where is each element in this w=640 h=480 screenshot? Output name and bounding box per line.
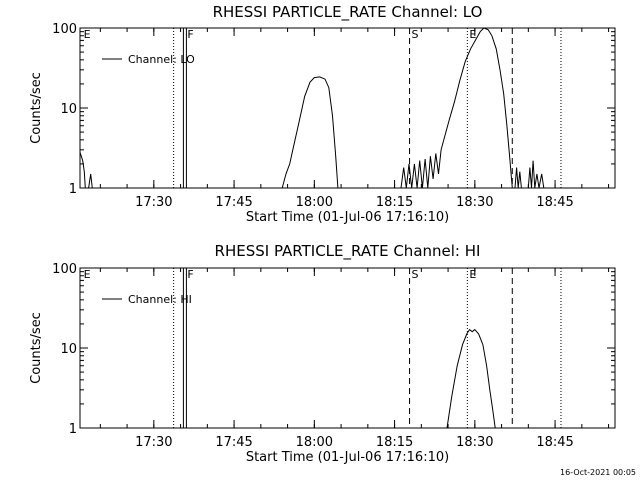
series-line-segment [281, 76, 339, 189]
panel-channel-lo: RHESSI PARTICLE_RATE Channel: LO 1 10 100 17… [29, 3, 616, 225]
x-tick-label: 18:30 [456, 435, 493, 450]
marker-label: F [187, 28, 193, 41]
y-axis-label: Counts/sec [29, 72, 44, 144]
x-tick-label: 18:15 [376, 435, 413, 450]
legend-label: Channel: HI [128, 293, 192, 306]
x-tick-label: 18:45 [536, 195, 573, 210]
x-tick-label: 18:00 [296, 435, 333, 450]
chart-title: RHESSI PARTICLE_RATE Channel: LO [213, 3, 483, 22]
marker-label: E [84, 28, 91, 41]
chart-title: RHESSI PARTICLE_RATE Channel: HI [215, 242, 481, 261]
x-axis-label: Start Time (01-Jul-06 17:16:10) [246, 450, 449, 465]
y-axis-label: Counts/sec [29, 312, 44, 384]
series-line-segment [79, 152, 86, 189]
x-tick-label: 18:00 [296, 195, 333, 210]
marker-label: E [469, 268, 476, 281]
series-line-segment [88, 173, 93, 189]
series-line-segment [527, 160, 545, 189]
plot-frame [79, 27, 616, 189]
panel-channel-hi: RHESSI PARTICLE_RATE Channel: HI 1 10 100 17… [29, 242, 616, 465]
x-tick-label: 17:45 [215, 195, 252, 210]
marker-label: S [412, 268, 419, 281]
plot-frame [79, 267, 616, 429]
marker-label: E [469, 28, 476, 41]
footer-timestamp: 16-Oct-2021 00:05 [560, 468, 636, 477]
marker-label: F [187, 268, 193, 281]
legend-label: Channel: LO [128, 53, 195, 66]
y-tick-label: 1 [69, 182, 77, 197]
marker-label: E [84, 268, 91, 281]
x-tick-label: 17:30 [135, 195, 172, 210]
y-tick-label: 1 [69, 422, 77, 437]
series-line-segment [446, 328, 496, 429]
series-line-segment [514, 167, 522, 189]
series-line-segment [400, 27, 513, 189]
y-tick-label: 10 [60, 342, 77, 357]
y-tick-label: 10 [60, 102, 77, 117]
x-tick-label: 18:30 [456, 195, 493, 210]
x-tick-label: 18:45 [536, 435, 573, 450]
y-tick-label: 100 [52, 262, 77, 277]
marker-label: S [412, 28, 419, 41]
x-axis-label: Start Time (01-Jul-06 17:16:10) [246, 210, 449, 225]
x-tick-label: 18:15 [376, 195, 413, 210]
y-tick-label: 100 [52, 22, 77, 37]
x-tick-label: 17:45 [215, 435, 252, 450]
x-tick-label: 17:30 [135, 435, 172, 450]
